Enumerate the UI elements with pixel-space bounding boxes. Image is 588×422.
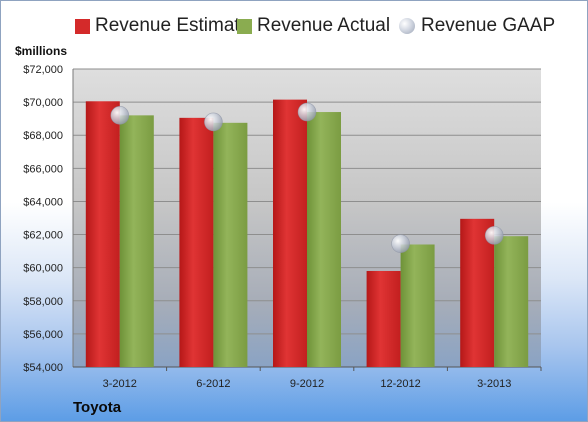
company-label: Toyota bbox=[73, 399, 122, 416]
bar-revenue-estimate bbox=[460, 218, 495, 367]
y-tick-label: $66,000 bbox=[23, 163, 63, 175]
legend-marker-revenue-gaap bbox=[399, 18, 415, 34]
legend-swatch-revenue-actual bbox=[237, 18, 252, 34]
legend-label-revenue-estimate: Revenue Estimate bbox=[95, 15, 251, 36]
y-tick-label: $56,000 bbox=[23, 329, 63, 341]
legend-label-revenue-actual: Revenue Actual bbox=[257, 15, 391, 36]
y-tick-label: $62,000 bbox=[23, 230, 63, 242]
point-revenue-gaap bbox=[391, 234, 410, 253]
point-revenue-gaap bbox=[110, 106, 130, 125]
bar-revenue-actual bbox=[494, 236, 529, 367]
y-tick-label: $68,000 bbox=[23, 130, 63, 142]
point-revenue-gaap bbox=[204, 112, 223, 132]
legend-swatch-revenue-estimate bbox=[75, 18, 90, 34]
x-tick-label: 3-2012 bbox=[103, 378, 137, 390]
bar-revenue-actual bbox=[400, 244, 435, 367]
y-tick-label: $58,000 bbox=[23, 296, 63, 308]
x-tick-label: 3-2013 bbox=[477, 378, 511, 390]
x-tick-label: 9-2012 bbox=[290, 378, 324, 390]
legend-item-revenue-estimate: Revenue Estimate bbox=[75, 15, 250, 37]
y-tick-label: $70,000 bbox=[23, 97, 63, 109]
bar-revenue-actual bbox=[307, 112, 341, 368]
x-tick-label: 6-2012 bbox=[196, 378, 230, 390]
bar-revenue-actual bbox=[119, 115, 154, 367]
bar-revenue-estimate bbox=[85, 101, 120, 368]
bar-revenue-estimate bbox=[366, 270, 401, 367]
y-tick-label: $54,000 bbox=[23, 362, 63, 374]
y-axis-unit-label: $millions bbox=[15, 44, 68, 58]
y-tick-label: $60,000 bbox=[23, 263, 63, 275]
point-revenue-gaap bbox=[484, 226, 504, 245]
y-tick-label: $72,000 bbox=[23, 64, 63, 76]
point-revenue-gaap bbox=[297, 102, 317, 122]
legend-item-revenue-gaap: Revenue GAAP bbox=[399, 15, 555, 37]
legend-item-revenue-actual: Revenue Actual bbox=[237, 15, 390, 37]
legend-label-revenue-gaap: Revenue GAAP bbox=[421, 15, 556, 36]
bar-revenue-estimate bbox=[179, 117, 214, 367]
bar-revenue-actual bbox=[213, 122, 248, 367]
y-tick-label: $64,000 bbox=[23, 196, 63, 208]
bar-revenue-estimate bbox=[273, 99, 307, 367]
x-tick-label: 12-2012 bbox=[380, 378, 420, 390]
chart-legend: Revenue Estimate Revenue Actual Revenue … bbox=[1, 15, 587, 43]
